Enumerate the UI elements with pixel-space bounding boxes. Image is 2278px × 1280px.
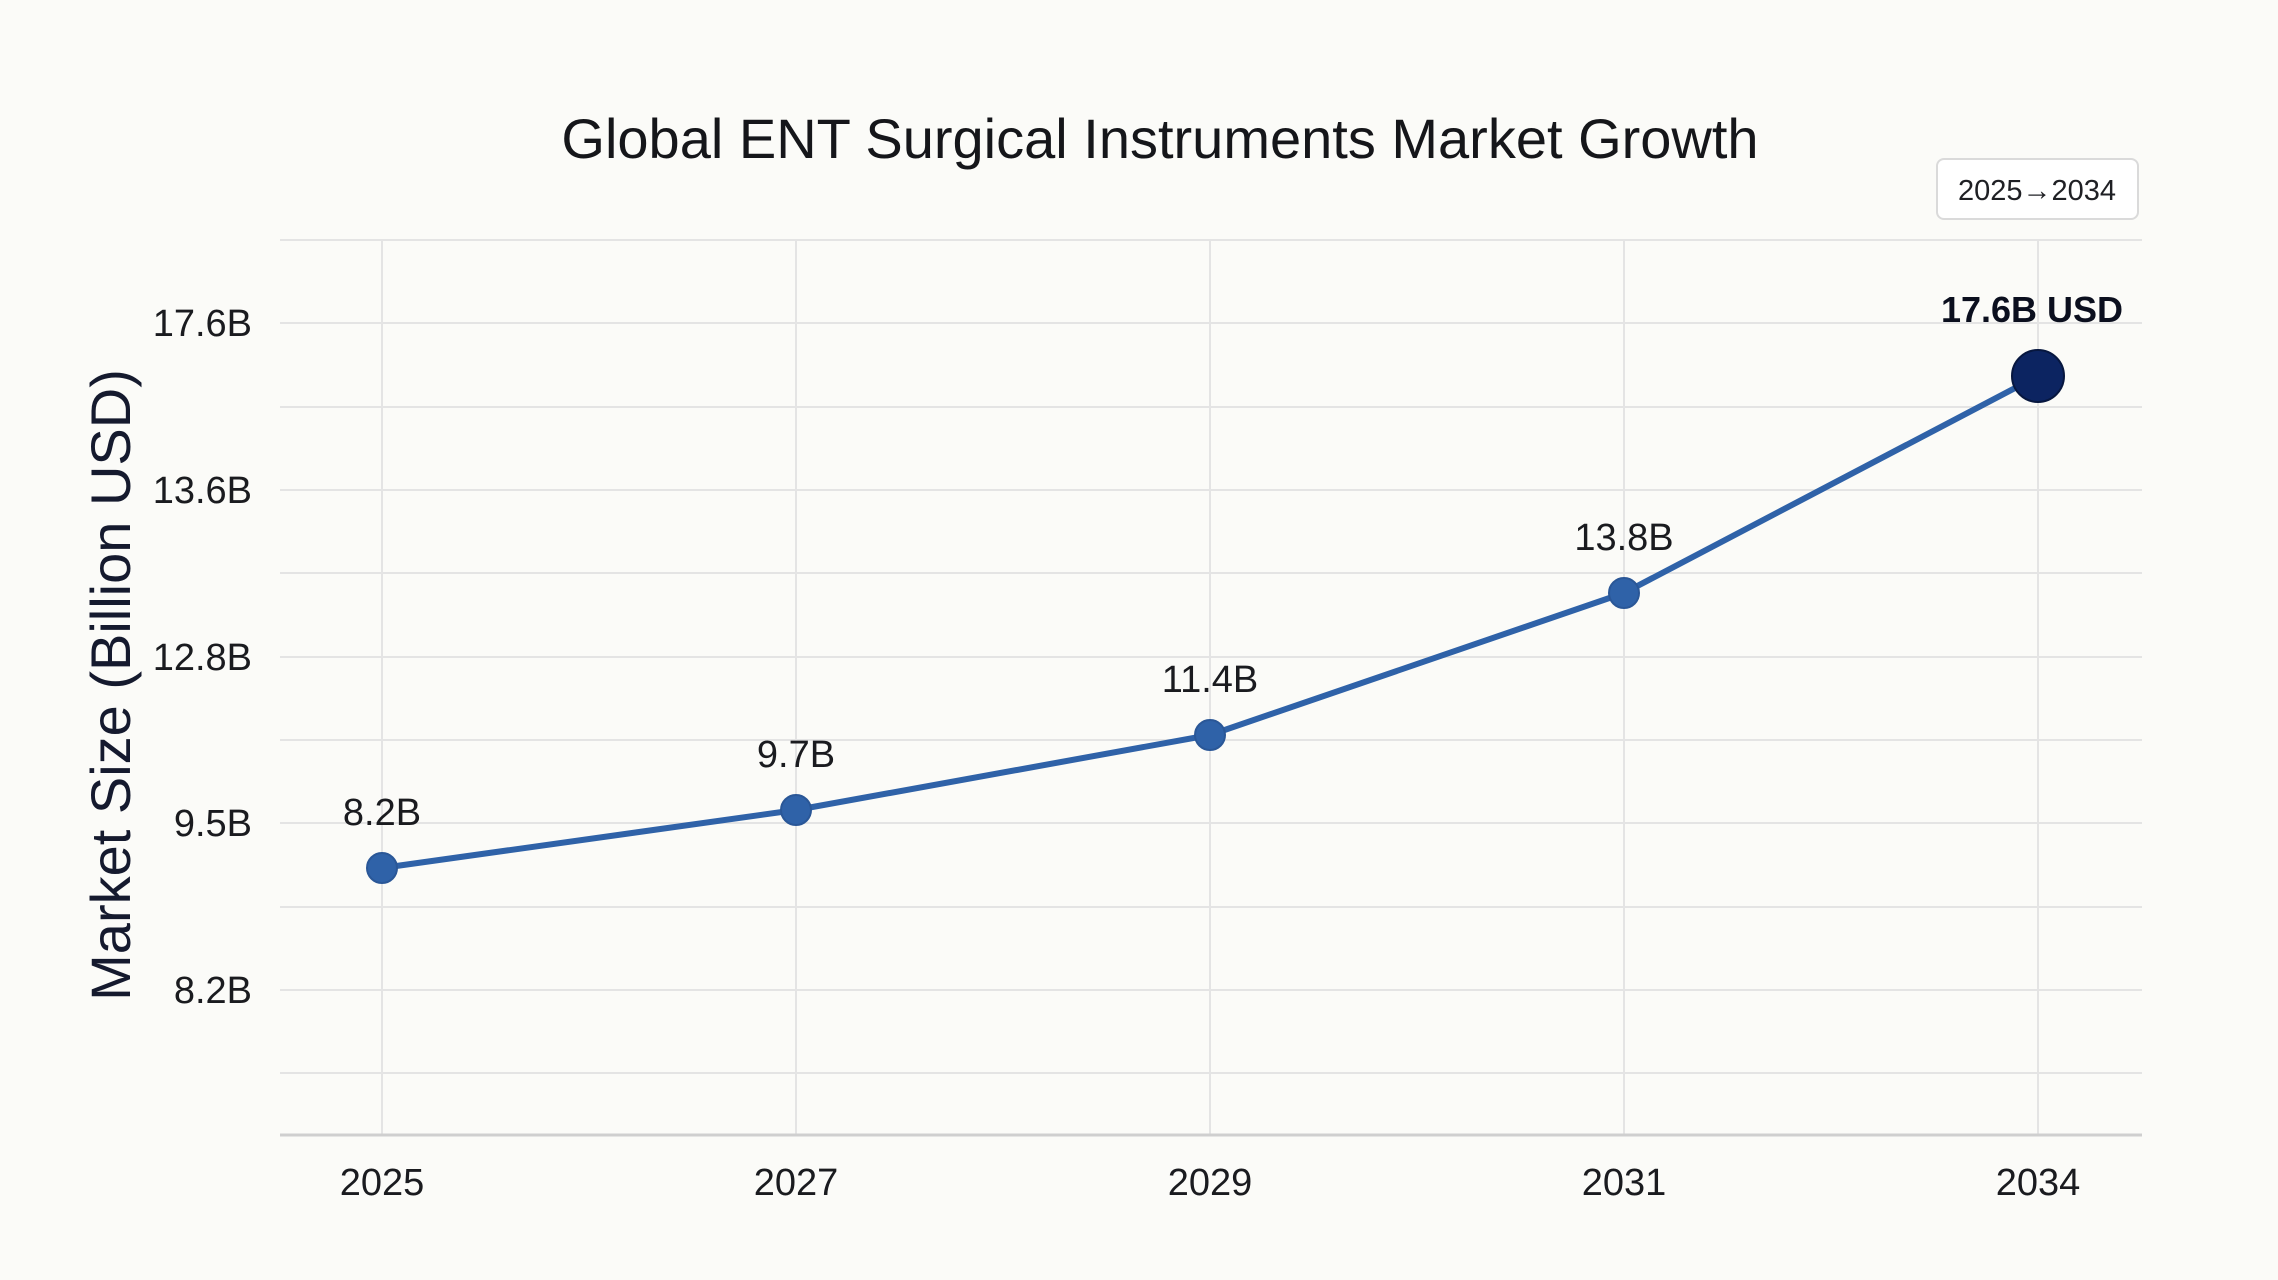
data-point [780,794,812,826]
y-tick-labels: 8.2B 9.5B 12.8B 13.6B 17.6B [153,303,252,1012]
x-tick-label: 2031 [1582,1162,1667,1204]
data-labels: 8.2B 9.7B 11.4B 13.8B 17.6B USD [343,289,2123,834]
data-label: 11.4B [1162,659,1258,701]
data-point [1608,577,1640,609]
range-badge: 2025→2034 [1936,158,2139,220]
data-point [1194,719,1226,751]
x-tick-label: 2025 [340,1162,425,1204]
y-tick-label: 17.6B [153,303,252,345]
y-tick-label: 13.6B [153,470,252,512]
data-label-final: 17.6B USD [1941,289,2123,330]
range-badge-box [1936,158,2139,220]
range-badge-text: 2025→2034 [1958,175,2116,207]
data-label: 8.2B [343,792,421,834]
data-label: 13.8B [1574,517,1673,559]
data-label: 9.7B [757,734,835,776]
data-point [366,852,398,884]
y-axis-title: Market Size (Billion USD) [79,369,142,1001]
data-point-highlight [2011,349,2065,403]
x-tick-label: 2029 [1168,1162,1253,1204]
y-tick-label: 9.5B [174,803,252,845]
y-tick-label: 12.8B [153,637,252,679]
y-tick-label: 8.2B [174,970,252,1012]
x-tick-labels: 2025 2027 2029 2031 2034 [340,1162,2081,1204]
x-tick-label: 2027 [754,1162,839,1204]
chart-title: Global ENT Surgical Instruments Market G… [561,107,1758,170]
data-points [366,349,2065,884]
x-tick-label: 2034 [1996,1162,2081,1204]
